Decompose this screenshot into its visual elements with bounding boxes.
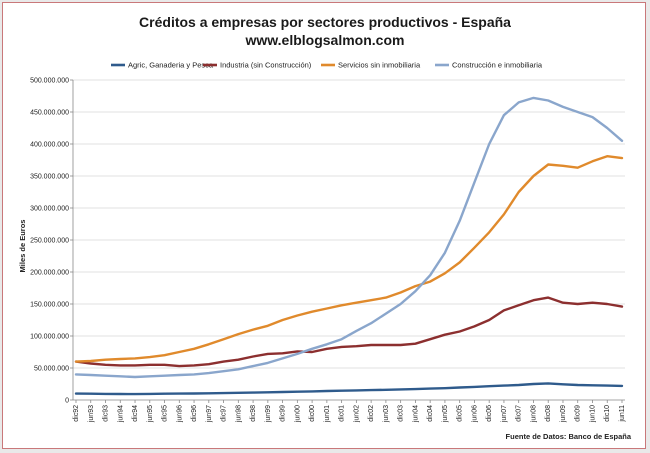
x-tick-label: jun02 xyxy=(353,405,360,423)
y-tick-label: 350.000.000 xyxy=(30,174,69,181)
x-tick-label: dic00 xyxy=(309,405,316,422)
source-note: Fuente de Datos: Banco de España xyxy=(505,432,631,441)
x-tick-label: jun99 xyxy=(265,405,272,423)
x-tick-label: jun07 xyxy=(501,405,508,423)
line-chart: 0 50.000.000 100.000.000 150.000.000 200.000… xyxy=(18,61,626,424)
x-tick-label: dic96 xyxy=(191,405,198,422)
x-tick-label: dic05 xyxy=(457,405,464,422)
x-tick-label: jun94 xyxy=(117,405,124,423)
x-tick-label: jun98 xyxy=(235,405,242,423)
x-tick-label: jun00 xyxy=(294,405,301,423)
x-tick-label: dic08 xyxy=(545,405,552,422)
y-tick-label: 400.000.000 xyxy=(30,142,69,149)
x-tick-label: dic01 xyxy=(339,405,346,422)
x-tick-label: jun97 xyxy=(206,405,213,423)
y-axis: 0 50.000.000 100.000.000 150.000.000 200.000… xyxy=(30,78,74,405)
legend-label: Agric, Ganaderia y Pesca xyxy=(128,61,214,70)
y-tick-label: 0 xyxy=(65,398,69,405)
x-tick-label: dic09 xyxy=(575,405,582,422)
series-line-3 xyxy=(74,96,624,379)
x-tick-label: jun04 xyxy=(412,405,419,423)
x-tick-label: jun11 xyxy=(619,405,626,423)
gridlines xyxy=(73,79,625,369)
x-tick-label: dic93 xyxy=(103,405,110,422)
x-tick-label: dic04 xyxy=(427,405,434,422)
series-line-1 xyxy=(74,296,624,368)
x-tick-label: jun09 xyxy=(560,405,567,423)
y-tick-label: 150.000.000 xyxy=(30,302,69,309)
series-line-2 xyxy=(74,154,624,363)
x-tick-label: jun93 xyxy=(88,405,95,423)
y-tick-label: 250.000.000 xyxy=(30,238,69,245)
x-tick-label: jun96 xyxy=(176,405,183,423)
legend-label: Industria (sin Construcción) xyxy=(220,61,312,70)
y-axis-label: Miles de Euros xyxy=(18,220,27,273)
x-tick-label: dic92 xyxy=(73,405,80,422)
x-tick-label: dic07 xyxy=(516,405,523,422)
x-tick-label: dic99 xyxy=(280,405,287,422)
y-tick-label: 200.000.000 xyxy=(30,270,69,277)
chart-subtitle: www.elblogsalmon.com xyxy=(245,32,405,48)
y-tick-label: 50.000.000 xyxy=(34,366,69,373)
series-lines xyxy=(74,96,624,396)
x-tick-label: dic02 xyxy=(368,405,375,422)
y-tick-label: 300.000.000 xyxy=(30,206,69,213)
x-tick-label: jun06 xyxy=(471,405,478,423)
y-tick-label: 500.000.000 xyxy=(30,78,69,85)
chart-frame: Créditos a empresas por sectores product… xyxy=(2,2,646,449)
x-tick-label: dic03 xyxy=(398,405,405,422)
x-tick-label: dic95 xyxy=(162,405,169,422)
x-axis: dic92 jun93 dic93 jun94 dic94 jun95 dic95 jun96… xyxy=(73,399,626,423)
y-tick-label: 450.000.000 xyxy=(30,110,69,117)
x-tick-label: jun01 xyxy=(324,405,331,423)
x-tick-label: jun05 xyxy=(442,405,449,423)
x-tick-label: dic10 xyxy=(604,405,611,422)
legend: Agric, Ganaderia y Pesca Industria (sin C… xyxy=(111,61,543,70)
y-tick-label: 100.000.000 xyxy=(30,334,69,341)
x-tick-label: dic94 xyxy=(132,405,139,422)
x-tick-label: dic97 xyxy=(221,405,228,422)
series-line-0 xyxy=(74,382,624,396)
legend-label: Servicios sin inmobiliaria xyxy=(338,61,421,70)
x-tick-label: dic98 xyxy=(250,405,257,422)
chart-title: Créditos a empresas por sectores product… xyxy=(139,14,511,30)
x-tick-label: jun03 xyxy=(383,405,390,423)
x-tick-label: dic06 xyxy=(486,405,493,422)
legend-label: Construcción e inmobiliaria xyxy=(452,61,543,70)
x-tick-label: jun08 xyxy=(530,405,537,423)
x-tick-label: jun95 xyxy=(147,405,154,423)
x-tick-label: jun10 xyxy=(589,405,596,423)
